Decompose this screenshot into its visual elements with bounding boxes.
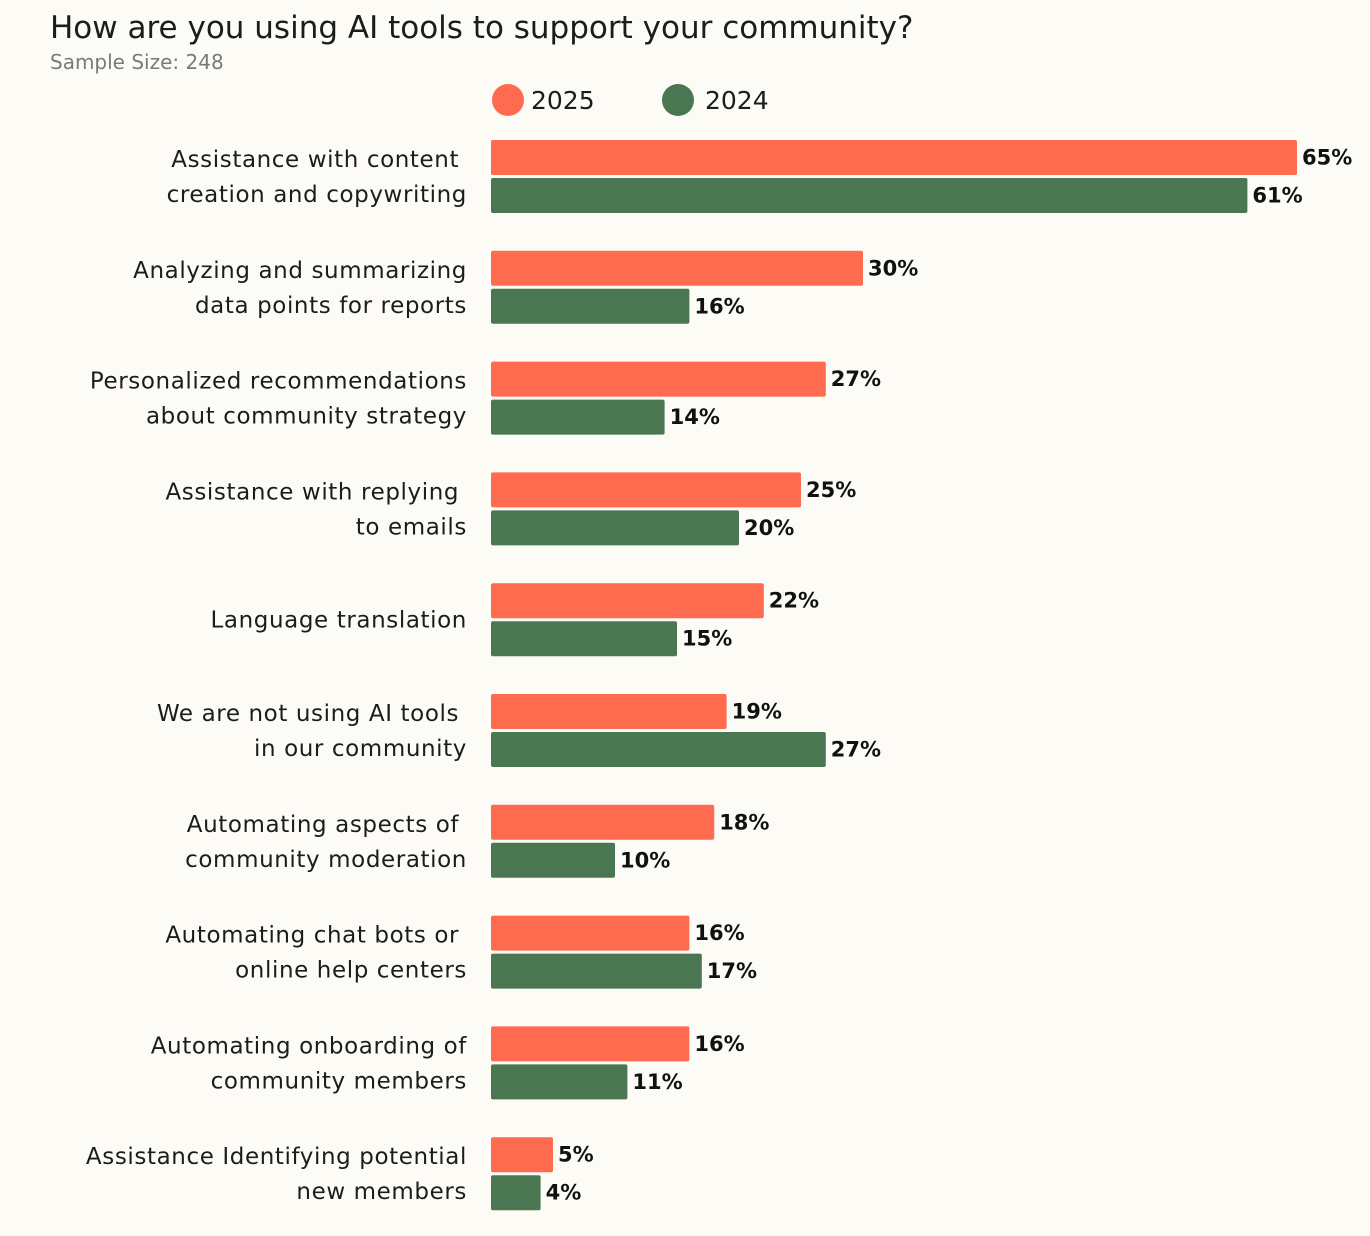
- legend-label-2024: 2024: [705, 86, 769, 115]
- category-label: community moderation: [185, 847, 467, 873]
- bar-2025: [491, 1137, 553, 1173]
- bar-2024: [491, 288, 690, 324]
- bar-2024: [491, 842, 615, 878]
- value-label-2024: 27%: [831, 738, 881, 762]
- category-label: Assistance with content: [171, 147, 467, 173]
- value-label-2025: 22%: [769, 589, 819, 613]
- value-label-2025: 25%: [806, 478, 856, 502]
- bar-2024: [491, 953, 702, 989]
- value-label-2024: 20%: [744, 516, 794, 540]
- chart-subtitle: Sample Size: 248: [50, 50, 224, 74]
- category-label: Language translation: [211, 608, 468, 634]
- chart-title: How are you using AI tools to support yo…: [50, 10, 913, 46]
- legend-label-2025: 2025: [531, 86, 595, 115]
- category-label: Automating chat bots or: [165, 923, 467, 949]
- bar-2025: [491, 915, 690, 951]
- bar-2025: [491, 472, 801, 508]
- category-label: Automating aspects of: [187, 812, 467, 838]
- category-label: Personalized recommendations: [90, 369, 467, 395]
- value-label-2024: 15%: [682, 627, 732, 651]
- bar-2025: [491, 583, 764, 619]
- bar-2025: [491, 361, 826, 397]
- value-label-2024: 11%: [632, 1070, 682, 1094]
- bar-2025: [491, 804, 715, 840]
- category-label: We are not using AI tools: [157, 701, 467, 727]
- bar-2024: [491, 1175, 541, 1211]
- bar-2024: [491, 732, 826, 767]
- category-label: online help centers: [235, 958, 467, 984]
- bar-2024: [491, 621, 677, 657]
- value-label-2024: 14%: [670, 405, 720, 429]
- category-label: community members: [211, 1068, 467, 1094]
- value-label-2024: 16%: [694, 294, 744, 318]
- legend-marker-2024: [662, 84, 694, 116]
- bar-2024: [491, 1064, 628, 1100]
- value-label-2025: 16%: [694, 921, 744, 945]
- value-label-2025: 5%: [558, 1143, 594, 1167]
- category-label: creation and copywriting: [167, 182, 467, 208]
- category-label: about community strategy: [146, 404, 467, 430]
- value-label-2024: 61%: [1252, 184, 1302, 208]
- category-label: to emails: [356, 514, 467, 540]
- bar-2025: [491, 1026, 690, 1062]
- bar-2024: [491, 178, 1248, 213]
- bar-2024: [491, 399, 665, 435]
- bar-2025: [491, 250, 863, 286]
- category-label: Automating onboarding of: [151, 1033, 468, 1059]
- value-label-2024: 10%: [620, 848, 670, 872]
- legend: 2025 2024: [492, 84, 769, 116]
- legend-marker-2025: [492, 84, 524, 116]
- category-label: Assistance with replying: [165, 479, 467, 505]
- plot-area: Assistance with content creation and cop…: [86, 140, 1352, 1211]
- value-label-2025: 19%: [732, 700, 782, 724]
- category-label: data points for reports: [195, 293, 467, 319]
- bar-2025: [491, 694, 727, 729]
- value-label-2024: 17%: [707, 959, 757, 983]
- category-label: in our community: [254, 736, 467, 762]
- value-label-2025: 30%: [868, 256, 918, 280]
- bar-2024: [491, 510, 739, 546]
- category-label: Analyzing and summarizing: [133, 258, 467, 284]
- category-label: new members: [296, 1179, 467, 1205]
- value-label-2025: 65%: [1302, 146, 1352, 170]
- bar-2025: [491, 140, 1297, 175]
- value-label-2024: 4%: [546, 1181, 582, 1205]
- category-label: Assistance Identifying potential: [86, 1144, 467, 1170]
- value-label-2025: 18%: [719, 810, 769, 834]
- value-label-2025: 27%: [831, 367, 881, 391]
- value-label-2025: 16%: [694, 1032, 744, 1056]
